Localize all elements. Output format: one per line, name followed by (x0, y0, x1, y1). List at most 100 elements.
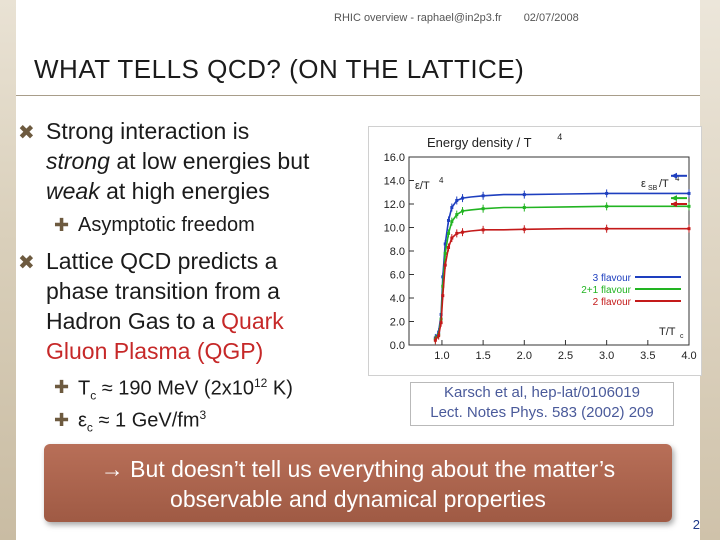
y-tick-label: 2.0 (390, 317, 405, 329)
left-decorative-bar (0, 0, 16, 540)
plot-frame (408, 156, 690, 346)
slide-title: WHAT TELLS QCD? (ON THE LATTICE) (34, 54, 525, 84)
title-divider (16, 95, 700, 96)
citation-box: Karsch et al, hep-lat/0106019 Lect. Note… (410, 382, 674, 426)
callout-line1: → But doesn’t tell us everything about t… (100, 456, 616, 482)
bullet2-qgp-red: Gluon Plasma (QGP) (46, 338, 264, 364)
tc-value: ≈ 190 MeV (2x10 (96, 377, 254, 400)
chart-title-superscript: 4 (557, 132, 562, 142)
ec-subscript: c (86, 420, 93, 435)
y-tick-label: 8.0 (390, 246, 405, 258)
series-point-2 (433, 338, 437, 342)
sb-limit-arrowhead-1 (671, 195, 677, 202)
bullet1-strong-italic: strong (46, 148, 110, 174)
bullet2-line1: Lattice QCD predicts a (46, 248, 278, 274)
sub-bullet-critical-temperature: Tc ≈ 190 MeV (2x1012 K) (78, 376, 293, 403)
x-tick-label: 1.0 (434, 350, 449, 362)
series-point-2 (437, 334, 441, 338)
legend-label-1: 2+1 flavour (581, 285, 631, 296)
header-talk-info: RHIC overview - raphael@in2p3.fr (334, 12, 502, 24)
y-tick-label: 6.0 (390, 270, 405, 282)
x-tick-label: 2.5 (558, 350, 573, 362)
series-point-0 (455, 198, 459, 202)
series-point-2 (447, 245, 451, 249)
y-tick-label: 14.0 (384, 176, 405, 188)
series-point-1 (687, 204, 691, 208)
lattice-energy-density-plot: 0.0 2.0 4.0 6.0 8.0 10.0 12.0 14.0 16.0 1.0 1.5 2.0… (368, 126, 702, 376)
series-point-2 (443, 263, 447, 267)
callout-line2: observable and dynamical properties (170, 486, 546, 512)
x-axis-label-sub: c (680, 333, 684, 340)
tc-tail: K) (267, 377, 293, 400)
ec-exponent: 3 (199, 408, 207, 422)
plus-icon: ✚ (54, 410, 70, 430)
y-tick-label: 16.0 (384, 152, 405, 164)
cross-mark-icon: ✖ (18, 252, 35, 274)
series-point-1 (450, 220, 454, 224)
series-point-1 (443, 251, 447, 255)
bullet2-quark-red: Quark (221, 308, 284, 334)
series-point-0 (450, 206, 454, 210)
legend-label-0: 3 flavour (593, 273, 632, 284)
y-tick-label: 12.0 (384, 199, 405, 211)
series-point-2 (450, 236, 454, 240)
bullet2-line2: phase transition from a (46, 278, 280, 304)
chart-svg: 0.0 2.0 4.0 6.0 8.0 10.0 12.0 14.0 16.0 1.0 1.5 2.0… (384, 132, 697, 362)
series-point-0 (447, 218, 451, 222)
legend-label-2: 2 flavour (593, 297, 632, 308)
series-point-2 (481, 228, 485, 232)
tc-symbol: T (78, 377, 91, 400)
bullet-lattice-qcd: Lattice QCD predicts a phase transition … (46, 246, 366, 366)
callout-box: → But doesn’t tell us everything about t… (44, 444, 672, 522)
series-point-1 (522, 206, 526, 210)
series-point-2 (439, 321, 443, 325)
x-tick-label: 3.0 (599, 350, 614, 362)
tc-subscript: c (90, 388, 97, 403)
x-tick-label: 4.0 (681, 350, 696, 362)
x-tick-label: 3.5 (640, 350, 655, 362)
series-line-2 (434, 227, 689, 341)
y-quantity-label-sup: 4 (439, 176, 444, 185)
sub-bullet-asymptotic-freedom: Asymptotic freedom (78, 214, 255, 236)
chart-title: Energy density / T (427, 135, 532, 150)
x-axis-label: T/T (659, 326, 676, 338)
series-line-1 (434, 205, 689, 340)
ec-value: ≈ 1 GeV/fm (92, 409, 200, 432)
bullet1-weak-italic: weak (46, 178, 100, 204)
citation-line1: Karsch et al, hep-lat/0106019 (444, 384, 640, 401)
series-point-0 (461, 196, 465, 200)
sb-label-sub: SB (648, 185, 658, 192)
sb-label-sup: 4 (675, 174, 680, 183)
series-point-2 (522, 227, 526, 231)
series-point-0 (605, 191, 609, 195)
right-decorative-bar (700, 0, 720, 540)
tc-exponent: 12 (253, 376, 268, 390)
x-tick-label: 2.0 (517, 350, 532, 362)
series-point-2 (441, 294, 445, 298)
y-tick-label: 4.0 (390, 293, 405, 305)
series-point-1 (455, 213, 459, 217)
y-tick-label: 0.0 (390, 340, 405, 352)
series-point-2 (605, 227, 609, 231)
series-point-0 (443, 242, 447, 246)
series-point-1 (461, 209, 465, 213)
sb-label-tail: /T (659, 178, 669, 190)
y-quantity-label: ε/T (415, 180, 430, 192)
series-point-1 (481, 207, 485, 211)
series-point-0 (481, 194, 485, 198)
series-point-2 (687, 227, 691, 231)
ec-symbol: ε (78, 409, 87, 432)
series-point-0 (522, 193, 526, 197)
plus-icon: ✚ (54, 377, 70, 397)
x-tick-label: 1.5 (475, 350, 490, 362)
y-tick-label: 10.0 (384, 223, 405, 235)
series-point-1 (605, 204, 609, 208)
header-date: 02/07/2008 (523, 12, 579, 24)
sb-label: ε (641, 178, 646, 190)
bullet1-text-a: Strong interaction is (46, 118, 250, 144)
series-point-2 (461, 230, 465, 234)
sub-bullet-critical-energy-density: εc ≈ 1 GeV/fm3 (78, 408, 206, 435)
bullet-strong-interaction: Strong interaction is strong at low ener… (46, 116, 364, 206)
plus-icon: ✚ (54, 215, 70, 235)
series-point-0 (687, 191, 691, 195)
